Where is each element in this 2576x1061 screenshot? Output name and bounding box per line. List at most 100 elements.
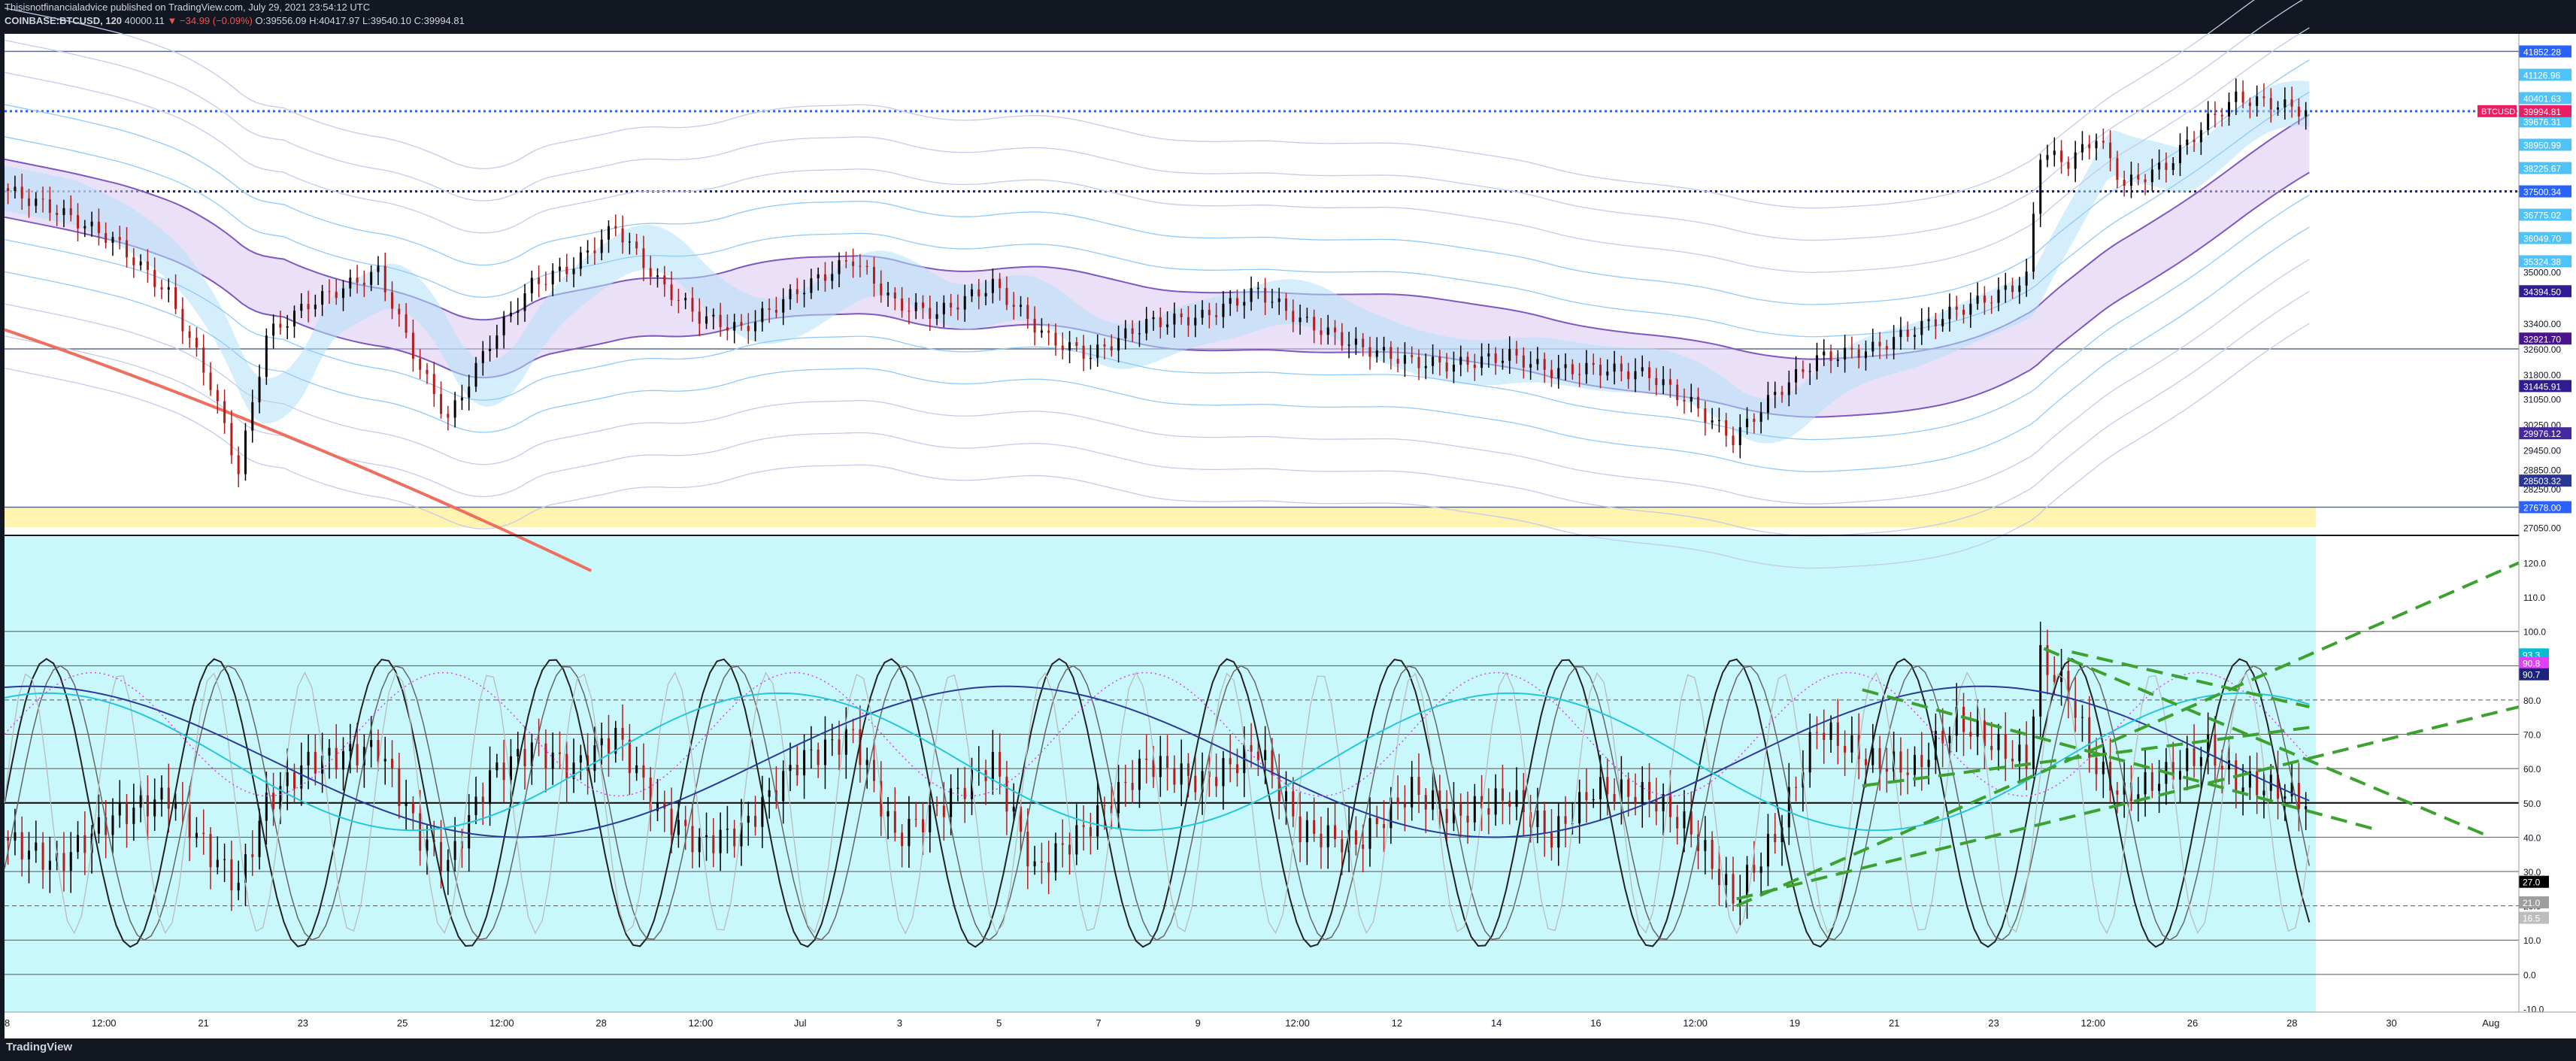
candle-body	[823, 274, 826, 281]
candle-body	[2060, 150, 2063, 162]
candle-body	[1655, 377, 1658, 386]
price-axis-label: 28850.00	[2523, 465, 2561, 475]
candle-body	[1780, 392, 1784, 396]
osc-candle-body	[1131, 783, 1134, 790]
price-axis-label: 29450.00	[2523, 446, 2561, 456]
candle-body	[803, 293, 806, 295]
trendline-dashed	[1736, 705, 2520, 901]
osc-candle-body	[377, 740, 380, 762]
osc-candle-body	[1326, 825, 1329, 847]
candle-body	[286, 326, 289, 328]
time-axis-label: 5	[996, 1017, 1002, 1029]
envelope-line	[4, 27, 2310, 273]
time-axis-label: 28	[2287, 1017, 2297, 1029]
axes: 41852.28 41126.96 40401.63 39676.31 38950.99…	[0, 34, 2576, 1029]
osc-candle-body	[1256, 751, 1259, 760]
osc-candle-body	[1725, 874, 1728, 886]
candle-body	[1906, 329, 1909, 337]
candle-body	[7, 188, 10, 191]
osc-candle-body	[1620, 779, 1623, 802]
osc-candle-body	[1683, 811, 1686, 829]
osc-candle-body	[342, 751, 345, 770]
osc-candle-body	[1878, 747, 1881, 769]
candle-body	[335, 292, 338, 299]
osc-candle-body	[2129, 782, 2132, 802]
osc-axis-label: 100.0	[2523, 627, 2546, 638]
osc-candle-body	[174, 804, 177, 809]
candle-body	[1815, 355, 1818, 371]
candle-body	[977, 289, 980, 297]
osc-candle-body	[1341, 838, 1344, 853]
candle-body	[1836, 359, 1839, 361]
osc-candle-body	[2039, 644, 2042, 717]
candle-body	[328, 291, 331, 293]
osc-candle-body	[356, 744, 359, 765]
candle-body	[1976, 296, 1979, 304]
price-axis-label: 27050.00	[2523, 523, 2561, 533]
osc-candle-body	[649, 778, 652, 811]
candle-body	[1787, 382, 1790, 396]
candle-body	[90, 221, 93, 226]
candle-body	[1020, 305, 1023, 308]
candle-body	[844, 260, 847, 262]
candle-body	[719, 314, 722, 328]
candle-body	[1508, 349, 1511, 361]
candle-body	[712, 314, 715, 317]
current-price-tag-bg	[2519, 105, 2571, 117]
osc-candle-body	[2116, 790, 2119, 795]
candle-body	[139, 261, 142, 265]
candle-body	[2186, 139, 2189, 145]
osc-candle-body	[1613, 794, 1616, 802]
price-axis-label: 31050.00	[2523, 394, 2561, 405]
candle-body	[132, 257, 135, 265]
candle-body	[656, 275, 659, 277]
candle-body	[1452, 364, 1455, 372]
candle-body	[216, 390, 219, 402]
price-tag-bg	[2519, 138, 2571, 151]
osc-candle-body	[1969, 732, 1972, 737]
time-axis-label: 23	[298, 1017, 308, 1029]
osc-candle-body	[2256, 771, 2259, 796]
candle-body	[1557, 368, 1560, 378]
candle-body	[872, 267, 875, 284]
candle-body	[1732, 435, 1735, 445]
osc-candle-body	[453, 841, 456, 860]
osc-candle-body	[300, 765, 303, 789]
osc-candle-body	[1264, 750, 1267, 760]
osc-candle-body	[1313, 820, 1316, 834]
candle-body	[565, 266, 568, 274]
osc-axis-label: 30.0	[2523, 867, 2541, 878]
candle-body	[2095, 141, 2098, 149]
price-tag-bg	[2519, 474, 2571, 487]
osc-candle-body	[1354, 830, 1357, 845]
stoch-d-line	[4, 665, 2311, 941]
candle-body	[1634, 371, 1637, 380]
osc-candle-body	[2102, 762, 2105, 775]
osc-value-tag-bg	[2519, 875, 2549, 888]
osc-candle-body	[41, 842, 44, 870]
osc-candle-body	[1899, 751, 1902, 773]
candle-body	[1417, 356, 1420, 368]
candle-body	[2123, 180, 2126, 186]
candle-body	[28, 198, 31, 206]
candle-body	[1920, 321, 1923, 335]
candle-body	[1341, 332, 1344, 346]
candle-body	[440, 394, 443, 414]
candle-body	[621, 228, 624, 243]
osc-candle-body	[963, 787, 966, 799]
candle-body	[593, 250, 596, 253]
osc-candle-body	[1759, 866, 1762, 873]
osc-candle-body	[1746, 865, 1749, 898]
candle-body	[1375, 350, 1378, 357]
candle-body	[83, 226, 86, 229]
osc-candle-body	[496, 762, 499, 771]
candle-body	[1138, 333, 1141, 335]
osc-candle-body	[2025, 744, 2028, 769]
candle-body	[1522, 355, 1525, 368]
osc-candle-body	[2199, 756, 2202, 766]
candle-body	[1180, 313, 1183, 317]
open-value: O:39556.09	[255, 15, 307, 26]
candle-body	[1494, 353, 1497, 363]
osc-candle-body	[1844, 745, 1847, 753]
